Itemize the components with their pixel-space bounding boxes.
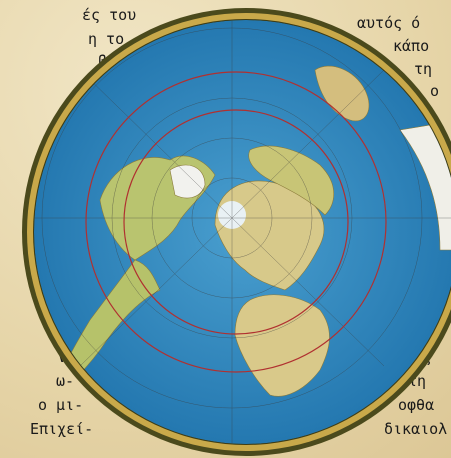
text-line: οφθα [398, 396, 435, 414]
text-line: ές του [82, 6, 137, 24]
text-line: τη [414, 60, 433, 78]
text-line: ο [430, 82, 440, 100]
text-line: αυτός ό [357, 14, 421, 32]
tropic-circles [85, 71, 387, 373]
text-line: η το [88, 30, 125, 48]
text-line: δικαιολ [384, 420, 448, 438]
text-line: ο μι- [38, 396, 84, 414]
text-line: ω- [56, 372, 75, 390]
text-line: κάπο [393, 37, 430, 55]
text-line: Επιχεί- [30, 420, 94, 438]
